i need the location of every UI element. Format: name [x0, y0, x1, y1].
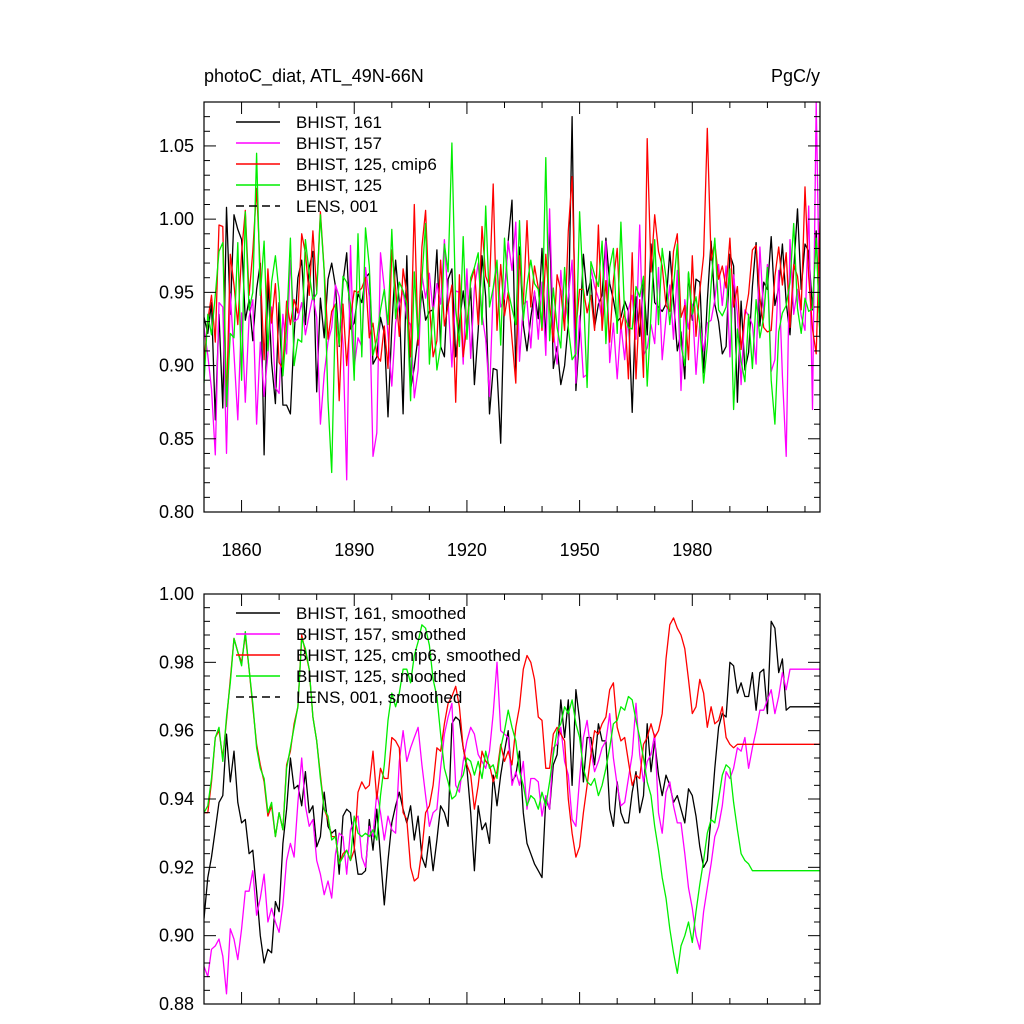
bottom-legend-label: LENS, 001, smoothed	[296, 688, 462, 707]
top-series-group	[204, 102, 820, 481]
top-ytick-label: 1.05	[159, 136, 194, 156]
bottom-legend: BHIST, 161, smoothed BHIST, 157, smoothed…	[236, 604, 521, 707]
bottom-legend-label: BHIST, 125, cmip6, smoothed	[296, 646, 521, 665]
bottom-series-line-1	[204, 661, 820, 995]
bottom-ytick-label: 1.00	[159, 584, 194, 604]
top-ytick-label: 0.95	[159, 282, 194, 302]
bottom-ytick-label: 0.92	[159, 857, 194, 877]
chart-title: photoC_diat, ATL_49N-66N	[204, 66, 424, 87]
top-ytick-label: 0.80	[159, 502, 194, 522]
bottom-ytick-label: 0.88	[159, 994, 194, 1014]
top-series-line-2	[204, 127, 820, 406]
top-panel: photoC_diat, ATL_49N-66N PgC/y 0.800.850…	[159, 66, 821, 560]
chart-units: PgC/y	[771, 66, 820, 86]
top-legend: BHIST, 161 BHIST, 157 BHIST, 125, cmip6 BHI…	[236, 113, 437, 216]
top-xtick-label: 1920	[447, 540, 487, 560]
bottom-series-group	[204, 617, 820, 995]
top-series-line-3	[204, 142, 820, 474]
top-ytick-label: 0.85	[159, 429, 194, 449]
top-xtick-label: 1980	[672, 540, 712, 560]
bottom-series-line-0	[204, 620, 820, 964]
top-legend-label: BHIST, 161	[296, 113, 382, 132]
top-legend-label: BHIST, 125	[296, 176, 382, 195]
bottom-ytick-label: 0.98	[159, 652, 194, 672]
bottom-legend-label: BHIST, 161, smoothed	[296, 604, 466, 623]
top-tick-group: 0.80 0.85 0.90 0.95 1.00 1.05 1860 1890 1920 1950…	[159, 101, 820, 560]
bottom-ytick-label: 0.90	[159, 926, 194, 946]
top-legend-label: BHIST, 125, cmip6	[296, 155, 437, 174]
top-xtick-label: 1950	[560, 540, 600, 560]
top-legend-label: BHIST, 157	[296, 134, 382, 153]
top-ytick-label: 0.90	[159, 356, 194, 376]
bottom-ytick-label: 0.96	[159, 721, 194, 741]
bottom-legend-label: BHIST, 157, smoothed	[296, 625, 466, 644]
bottom-legend-label: BHIST, 125, smoothed	[296, 667, 466, 686]
top-ytick-label: 1.00	[159, 209, 194, 229]
top-legend-label: LENS, 001	[296, 197, 378, 216]
bottom-panel: 0.88 0.90 0.92 0.94 0.96 0.98 1.00 BHIST, 161,…	[159, 584, 821, 1014]
bottom-ytick-label: 0.94	[159, 789, 194, 809]
bottom-tick-group: 0.88 0.90 0.92 0.94 0.96 0.98 1.00	[159, 584, 820, 1014]
bottom-series-line-3	[204, 624, 820, 974]
top-xtick-label: 1860	[222, 540, 262, 560]
top-xtick-label: 1890	[334, 540, 374, 560]
